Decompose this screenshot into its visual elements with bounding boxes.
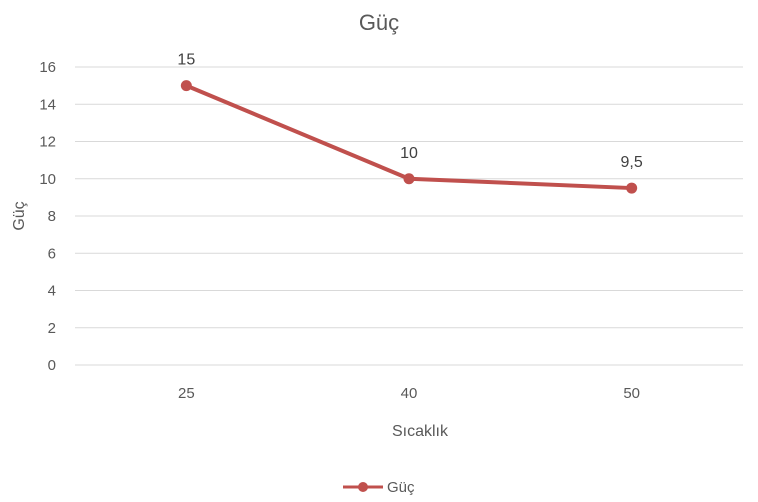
y-axis-ticks: 0 2 4 6 8 10 12 14 16 [39,59,56,374]
x-tick-label: 50 [623,385,640,402]
y-tick-label: 16 [39,59,56,76]
legend: Güç [343,479,415,496]
grid-lines [75,67,743,365]
x-axis-ticks: 25 40 50 [178,385,640,402]
y-tick-label: 2 [48,320,56,337]
x-tick-label: 25 [178,385,195,402]
y-axis-label: Güç [11,201,28,230]
data-point [626,183,637,194]
x-tick-label: 40 [401,385,418,402]
y-tick-label: 0 [48,357,56,374]
data-label: 10 [400,145,418,162]
y-tick-label: 8 [48,208,56,225]
data-point [181,80,192,91]
series-guc: 15 10 9,5 [177,52,642,194]
y-tick-label: 10 [39,171,56,188]
chart-title: Güç [359,10,399,35]
x-axis-label: Sıcaklık [392,423,449,440]
legend-label: Güç [387,479,415,496]
series-line [186,86,631,188]
legend-marker [358,482,368,492]
y-tick-label: 6 [48,245,56,262]
y-tick-label: 14 [39,96,56,113]
data-label: 9,5 [621,154,643,171]
data-label: 15 [177,52,195,69]
y-tick-label: 12 [39,134,56,151]
y-tick-label: 4 [48,283,56,300]
data-point [404,173,415,184]
